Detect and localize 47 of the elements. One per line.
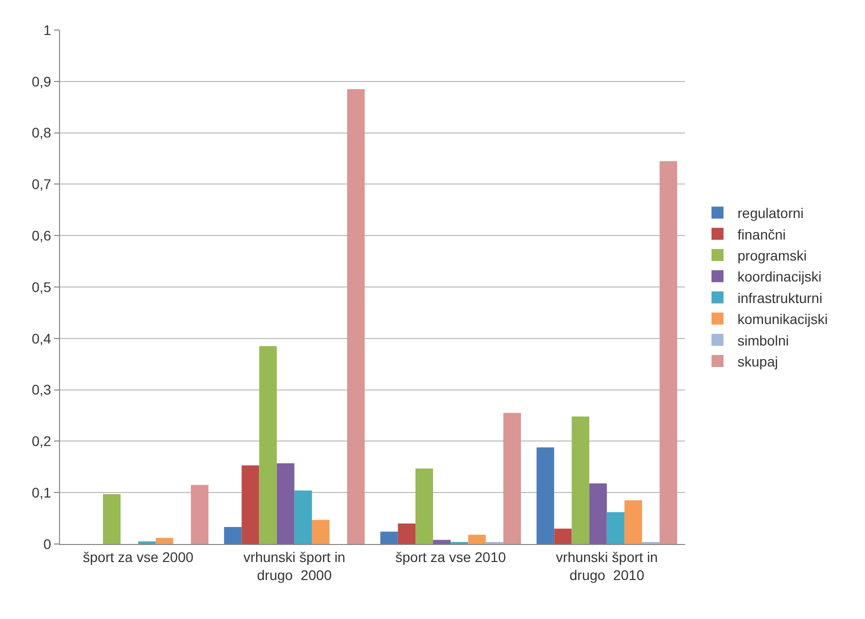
bar (660, 161, 678, 544)
x-tick-label: šport za vse 2010 (395, 548, 506, 565)
legend-label: komunikacijski (738, 311, 828, 328)
y-tick-label: 1 (43, 22, 52, 38)
y-tick-label: 0,9 (32, 73, 52, 90)
bar (572, 416, 590, 544)
bar (380, 532, 398, 544)
bar (347, 89, 365, 544)
bar (503, 412, 521, 544)
bar (259, 346, 277, 544)
legend-label: regulatorni (738, 205, 804, 222)
legend-label: koordinacijski (738, 268, 822, 285)
y-tick-label: 0,7 (32, 176, 52, 192)
x-tick-label: vrhunski šport in drugo 2000 (243, 548, 346, 583)
bar (415, 468, 434, 544)
y-tick-label: 0 (43, 536, 52, 552)
y-tick-label: 0,4 (32, 330, 52, 346)
bar (224, 527, 242, 544)
bar (294, 490, 312, 544)
bar (102, 494, 121, 544)
y-tick-label: 0,1 (32, 484, 52, 500)
legend-label: programski (738, 247, 807, 264)
legend-label: infrastrukturni (738, 290, 822, 306)
y-tick-label: 0,5 (32, 278, 52, 295)
bar (156, 538, 174, 544)
bar (190, 484, 208, 544)
bar (606, 512, 624, 544)
y-tick-label: 0,6 (32, 228, 52, 244)
bar (242, 465, 260, 544)
bar (554, 528, 572, 544)
bar (398, 523, 416, 544)
legend-label: finančni (738, 226, 786, 242)
x-tick-label: vrhunski šport in drugo 2010 (556, 548, 658, 583)
bar (468, 534, 486, 544)
bar (624, 500, 642, 544)
bar (536, 447, 554, 544)
bar (276, 463, 294, 544)
bar (433, 540, 451, 544)
y-tick-label: 0,3 (32, 382, 52, 398)
bar (312, 520, 330, 544)
bar (138, 541, 156, 544)
x-tick-label: šport za vse 2000 (82, 548, 194, 565)
y-tick-label: 0,8 (32, 124, 52, 141)
legend-label: skupaj (738, 353, 778, 370)
bar (589, 483, 607, 544)
y-tick-label: 0,2 (32, 433, 52, 450)
legend-label: simbolni (738, 332, 789, 348)
